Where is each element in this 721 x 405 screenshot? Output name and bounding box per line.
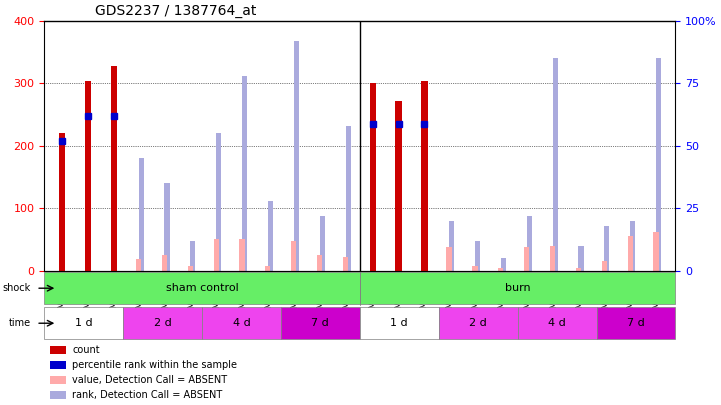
Bar [604, 226, 609, 271]
Bar [293, 40, 299, 271]
Bar [370, 83, 376, 271]
Text: sham control: sham control [166, 283, 238, 293]
Bar [190, 241, 195, 271]
Text: 2 d: 2 d [154, 318, 172, 328]
FancyBboxPatch shape [438, 307, 518, 339]
Text: 2 d: 2 d [469, 318, 487, 328]
Bar [524, 247, 529, 271]
Bar [446, 247, 451, 271]
Bar [164, 183, 169, 271]
Bar [291, 241, 296, 271]
FancyBboxPatch shape [360, 273, 676, 304]
Bar [85, 81, 91, 271]
Text: 4 d: 4 d [548, 318, 566, 328]
Bar [550, 246, 555, 271]
Bar [319, 216, 325, 271]
Bar [475, 241, 480, 271]
Bar [50, 360, 66, 369]
Bar [602, 261, 607, 271]
Bar [653, 232, 659, 271]
Text: time: time [9, 318, 31, 328]
Bar [656, 58, 661, 271]
Bar [627, 236, 633, 271]
Bar [50, 345, 66, 354]
Bar [138, 158, 143, 271]
Bar [162, 255, 167, 271]
Bar [50, 375, 66, 384]
Bar [630, 221, 635, 271]
FancyBboxPatch shape [44, 273, 360, 304]
Text: burn: burn [505, 283, 531, 293]
Bar [501, 258, 506, 271]
FancyBboxPatch shape [202, 307, 281, 339]
Text: 7 d: 7 d [311, 318, 329, 328]
FancyBboxPatch shape [123, 307, 202, 339]
Bar [50, 390, 66, 399]
Bar [498, 268, 503, 271]
Bar [421, 81, 428, 271]
Bar [526, 216, 532, 271]
Bar [187, 266, 193, 271]
Text: 4 d: 4 d [232, 318, 250, 328]
Bar [216, 133, 221, 271]
Text: GDS2237 / 1387764_at: GDS2237 / 1387764_at [94, 4, 256, 18]
Bar [111, 66, 117, 271]
Bar [136, 260, 141, 271]
Text: 7 d: 7 d [627, 318, 645, 328]
Text: 1 d: 1 d [75, 318, 92, 328]
Bar [265, 266, 270, 271]
Bar [343, 257, 348, 271]
Bar [239, 239, 244, 271]
Bar [576, 268, 581, 271]
Bar [552, 58, 558, 271]
Bar [472, 266, 477, 271]
Text: rank, Detection Call = ABSENT: rank, Detection Call = ABSENT [73, 390, 223, 400]
Bar [242, 76, 247, 271]
Bar [396, 100, 402, 271]
Text: shock: shock [3, 283, 31, 293]
Bar [317, 255, 322, 271]
FancyBboxPatch shape [360, 307, 438, 339]
Text: count: count [73, 345, 100, 355]
Text: percentile rank within the sample: percentile rank within the sample [73, 360, 237, 370]
Bar [578, 246, 583, 271]
FancyBboxPatch shape [281, 307, 360, 339]
Text: 1 d: 1 d [391, 318, 408, 328]
Bar [345, 126, 350, 271]
Bar [268, 200, 273, 271]
FancyBboxPatch shape [44, 307, 123, 339]
FancyBboxPatch shape [596, 307, 676, 339]
Bar [213, 239, 218, 271]
Bar [59, 133, 66, 271]
FancyBboxPatch shape [518, 307, 596, 339]
Text: value, Detection Call = ABSENT: value, Detection Call = ABSENT [73, 375, 228, 385]
Bar [449, 221, 454, 271]
